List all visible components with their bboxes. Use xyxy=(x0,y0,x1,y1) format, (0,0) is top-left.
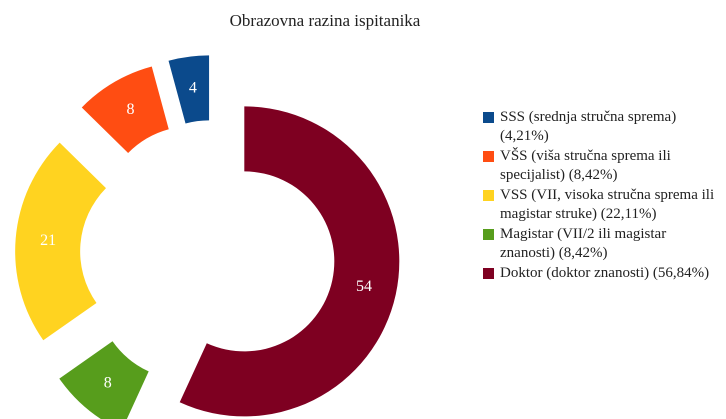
donut-slice xyxy=(59,341,149,419)
legend-swatch xyxy=(483,190,494,201)
legend-swatch xyxy=(483,229,494,240)
legend-item: Doktor (doktor znanosti) (56,84%) xyxy=(483,264,723,283)
legend-item: VSS (VII, visoka stručna sprema ili magi… xyxy=(483,186,723,224)
chart-title: Obrazovna razina ispitanika xyxy=(230,11,421,30)
legend-label: SSS (srednja stručna sprema) (4,21%) xyxy=(500,109,677,144)
legend-swatch xyxy=(483,151,494,162)
donut-slice xyxy=(168,55,210,124)
data-label: 4 xyxy=(189,80,197,97)
legend: SSS (srednja stručna sprema) (4,21%) VŠS … xyxy=(483,108,723,284)
legend-label: Doktor (doktor znanosti) (56,84%) xyxy=(500,265,710,281)
legend-label: VSS (VII, visoka stručna sprema ili magi… xyxy=(500,187,715,222)
donut-slice xyxy=(81,66,169,154)
legend-item: Magistar (VII/2 ili magistar znanosti) (… xyxy=(483,225,723,263)
legend-item: VŠS (viša stručna sprema ili specijalist… xyxy=(483,147,723,185)
data-label: 21 xyxy=(40,232,56,249)
legend-swatch xyxy=(483,112,494,123)
donut-slice xyxy=(179,106,400,417)
legend-label: VŠS (viša stručna sprema ili specijalist… xyxy=(500,148,671,183)
legend-swatch xyxy=(483,268,494,279)
legend-label: Magistar (VII/2 ili magistar znanosti) (… xyxy=(500,226,667,261)
data-label: 8 xyxy=(126,101,134,118)
donut-slice xyxy=(15,142,106,341)
legend-item: SSS (srednja stručna sprema) (4,21%) xyxy=(483,108,723,146)
data-label: 54 xyxy=(356,278,372,295)
data-label: 8 xyxy=(104,374,112,391)
